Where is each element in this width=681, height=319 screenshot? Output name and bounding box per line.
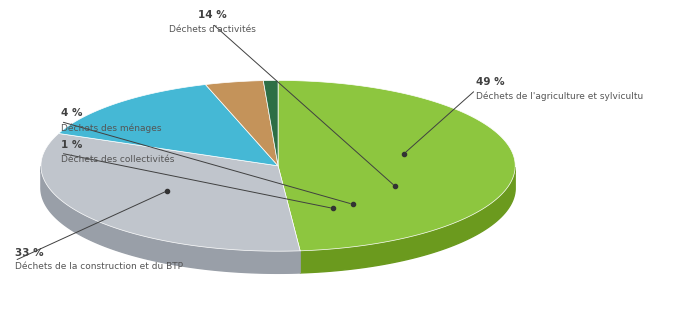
Text: 14 %: 14 %: [197, 10, 227, 20]
Text: Déchets d'activités: Déchets d'activités: [169, 25, 255, 34]
Text: 1 %: 1 %: [61, 140, 82, 150]
Text: Déchets des collectivités: Déchets des collectivités: [61, 155, 174, 164]
Polygon shape: [264, 80, 278, 166]
Polygon shape: [206, 81, 278, 166]
Polygon shape: [41, 167, 300, 273]
Text: Déchets de la construction et du BTP: Déchets de la construction et du BTP: [14, 262, 183, 271]
Polygon shape: [300, 167, 516, 273]
Text: 49 %: 49 %: [476, 77, 505, 87]
Text: 4 %: 4 %: [61, 108, 82, 118]
Text: 33 %: 33 %: [14, 248, 43, 257]
Text: Déchets des ménages: Déchets des ménages: [61, 123, 161, 133]
Text: Déchets de l'agriculture et sylvicultu: Déchets de l'agriculture et sylvicultu: [476, 92, 643, 101]
Polygon shape: [278, 80, 516, 251]
Polygon shape: [59, 85, 278, 166]
Polygon shape: [41, 133, 300, 251]
